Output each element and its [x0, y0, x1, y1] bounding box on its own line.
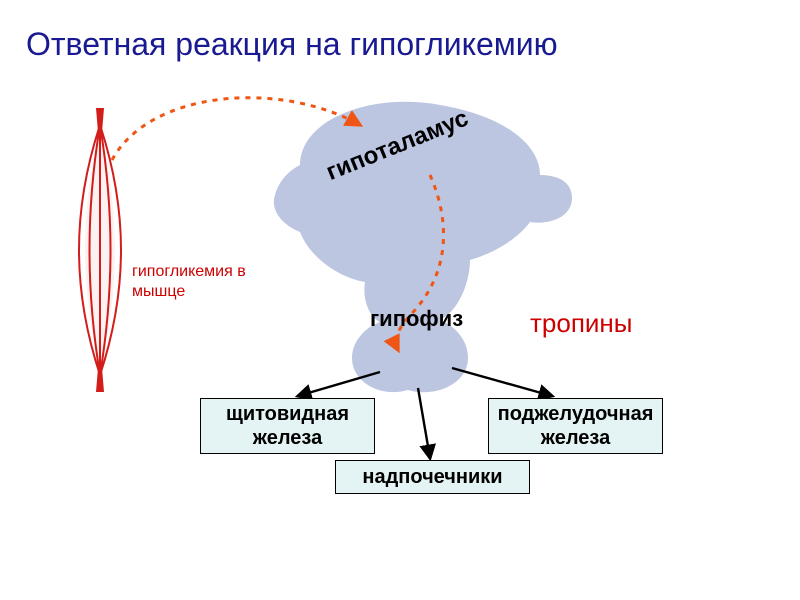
- arrow-to-thyroid: [298, 372, 380, 396]
- page-title: Ответная реакция на гипогликемию: [26, 26, 558, 63]
- tropins-label: тропины: [530, 307, 632, 340]
- box-pancreas: поджелудочная железа: [488, 398, 663, 454]
- box-thyroid: щитовидная железа: [200, 398, 375, 454]
- muscle-label: гипогликемия в мышце: [132, 262, 282, 302]
- arrow-to-pancreas: [452, 368, 552, 396]
- pituitary-label: гипофиз: [370, 305, 463, 333]
- diagram-svg: [0, 0, 800, 600]
- arrow-to-adrenal: [418, 388, 430, 458]
- box-adrenal: надпочечники: [335, 460, 530, 494]
- arrow-muscle-to-hypothalamus: [112, 98, 360, 160]
- hypothalamus-label: гипоталамус: [322, 104, 473, 188]
- muscle-shape: [79, 108, 121, 392]
- diagram-stage: Ответная реакция на гипогликемию: [0, 0, 800, 600]
